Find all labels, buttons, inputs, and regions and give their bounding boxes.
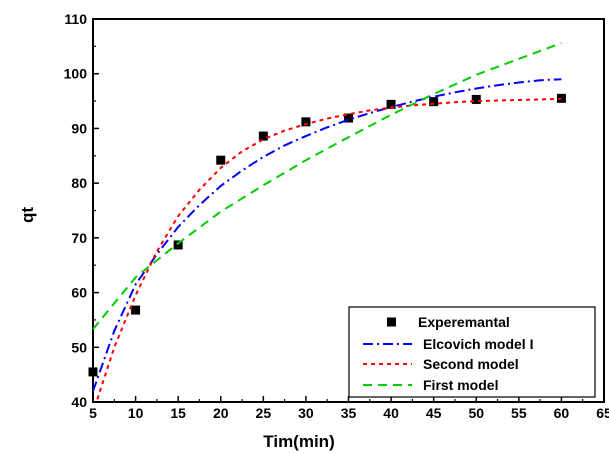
experimental-point xyxy=(386,99,396,109)
x-axis-ticks: 5 10 15 20 25 30 35 40 45 50 55 60 65 xyxy=(89,396,609,421)
x-axis-title: Tim(min) xyxy=(263,432,334,451)
legend-marker xyxy=(387,317,396,327)
experimental-point xyxy=(471,94,481,104)
legend-label: First model xyxy=(423,377,498,393)
experimental-point xyxy=(216,155,226,165)
experimental-point xyxy=(131,305,141,315)
x-tick-label: 10 xyxy=(128,405,144,421)
experimental-point xyxy=(301,117,311,127)
series-line-3 xyxy=(92,42,562,330)
x-tick-label: 30 xyxy=(298,405,314,421)
x-tick-label: 55 xyxy=(511,405,527,421)
y-tick-label: 50 xyxy=(71,339,87,355)
experimental-point xyxy=(344,113,353,123)
series-line-1 xyxy=(92,78,562,392)
y-tick-label: 100 xyxy=(64,66,88,82)
x-tick-label: 65 xyxy=(596,405,609,421)
legend-label: Experemantal xyxy=(418,314,510,330)
x-tick-label: 20 xyxy=(213,405,229,421)
x-tick-label: 5 xyxy=(89,405,97,421)
x-tick-label: 60 xyxy=(554,405,570,421)
x-tick-label: 35 xyxy=(341,405,357,421)
x-tick-label: 25 xyxy=(256,405,272,421)
y-tick-label: 80 xyxy=(71,175,87,191)
series-layer xyxy=(88,42,566,400)
y-tick-label: 70 xyxy=(71,230,87,246)
experimental-point xyxy=(429,97,439,107)
x-tick-label: 50 xyxy=(468,405,484,421)
y-tick-label: 110 xyxy=(64,11,87,27)
legend: Experemantal Elcovich model I Second model… xyxy=(348,306,596,398)
y-axis-title: qt xyxy=(18,207,37,223)
x-tick-label: 45 xyxy=(426,405,442,421)
y-tick-label: 60 xyxy=(71,285,87,301)
x-tick-label: 40 xyxy=(383,405,399,421)
y-tick-label: 90 xyxy=(71,120,87,136)
legend-label: Second model xyxy=(423,356,519,372)
y-tick-label: 40 xyxy=(71,394,87,410)
y-axis-ticks: 40 50 60 70 80 90 100 110 xyxy=(64,11,99,410)
series-line-2 xyxy=(96,97,562,400)
experimental-point xyxy=(258,131,268,141)
legend-label: Elcovich model I xyxy=(423,336,533,352)
experimental-point xyxy=(556,93,566,103)
x-tick-label: 15 xyxy=(170,405,186,421)
experimental-point xyxy=(88,367,98,377)
experimental-point xyxy=(173,240,183,250)
